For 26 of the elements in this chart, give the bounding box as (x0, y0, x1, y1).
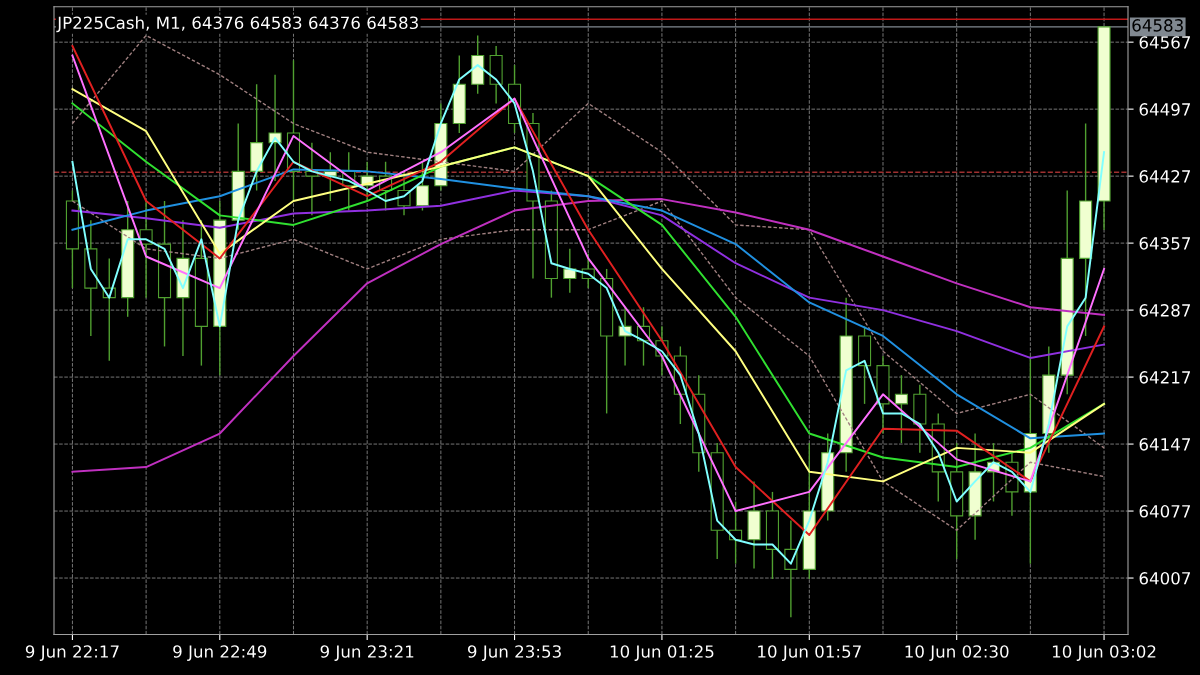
line-series (71, 168, 1106, 440)
y-tick-label: 64567 (1139, 36, 1191, 49)
text: JP225Cash, M1, 64376 64583 64376 64583 (56, 16, 418, 33)
y-tick-label: 64497 (1139, 103, 1191, 116)
line-series (71, 189, 1106, 359)
y-tick-label: 64077 (1139, 505, 1191, 518)
ref-line-label: 64583 (1132, 19, 1183, 32)
y-tick-label: 64007 (1139, 572, 1191, 585)
y-tick-label: 64217 (1139, 371, 1191, 384)
x-tick-label: 10 Jun 01:25 (610, 645, 714, 661)
y-tick-label: 64357 (1139, 237, 1191, 250)
y-tick-label: 64287 (1139, 304, 1191, 317)
y-tick-label: 64147 (1139, 438, 1191, 451)
x-tick-label: 10 Jun 03:02 (1052, 645, 1156, 661)
line-series (71, 34, 1105, 449)
y-tick-label: 64427 (1139, 170, 1191, 183)
x-tick-label: 9 Jun 22:17 (25, 645, 119, 661)
candlestick (268, 73, 282, 182)
x-tick-label: 9 Jun 23:53 (467, 645, 561, 661)
line-series (71, 200, 1105, 531)
line-series (71, 198, 1106, 473)
x-tick-label: 10 Jun 02:30 (905, 645, 1009, 661)
candlestick (894, 374, 908, 444)
x-tick-label: 9 Jun 22:49 (173, 645, 267, 661)
x-tick-label: 9 Jun 23:21 (320, 645, 414, 661)
x-tick-label: 10 Jun 01:57 (758, 645, 861, 661)
